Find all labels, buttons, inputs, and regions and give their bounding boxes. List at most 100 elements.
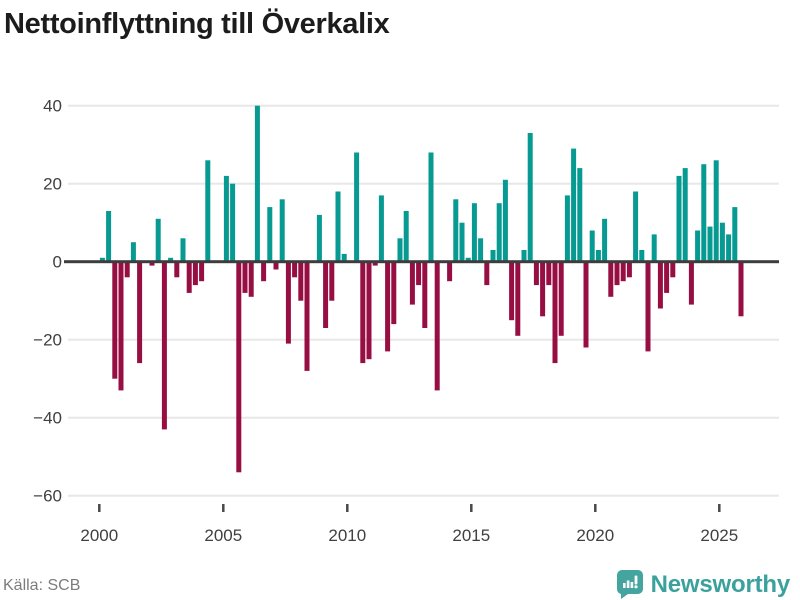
bar (726, 234, 732, 262)
bar (124, 261, 130, 278)
bar (651, 234, 657, 262)
y-axis-label: −60 (33, 487, 62, 506)
gridline (68, 494, 779, 497)
bar (112, 261, 118, 379)
source-note: Källa: SCB (3, 577, 81, 594)
y-axis-label: −40 (33, 409, 62, 428)
bar (192, 261, 198, 286)
bar (471, 203, 477, 262)
bar (385, 261, 391, 352)
bar (378, 195, 384, 262)
bar (391, 261, 397, 325)
bar (99, 257, 105, 262)
bar (577, 168, 583, 262)
y-axis-label: 40 (43, 97, 62, 116)
bar (161, 261, 167, 430)
bar (552, 261, 558, 364)
bar (558, 261, 564, 336)
bar (595, 250, 601, 262)
gridline (68, 104, 779, 107)
x-tick-mark (222, 504, 225, 512)
bar (527, 133, 533, 262)
bar (106, 211, 112, 262)
bar (341, 253, 347, 262)
bar (174, 261, 180, 278)
bar (285, 261, 291, 344)
bar (354, 152, 360, 262)
bar (695, 230, 701, 262)
bar (199, 261, 205, 282)
bar (248, 261, 254, 297)
x-tick-mark (346, 504, 349, 512)
bar (564, 195, 570, 262)
bar (242, 261, 248, 293)
bar (465, 257, 471, 262)
bar (230, 183, 236, 262)
x-axis-label: 2010 (328, 526, 366, 545)
bar (738, 261, 744, 317)
x-tick-mark (470, 504, 473, 512)
bar (490, 250, 496, 262)
bar (205, 160, 211, 262)
bar (502, 179, 508, 262)
newsworthy-wordmark: Newsworthy (650, 570, 791, 598)
bar (236, 261, 242, 473)
bar (298, 261, 304, 301)
bar (478, 238, 484, 262)
bar (707, 226, 713, 262)
bar (273, 261, 279, 270)
bar (657, 261, 663, 309)
bar (620, 261, 626, 282)
x-axis-label: 2015 (452, 526, 490, 545)
bar (676, 175, 682, 262)
bar (254, 105, 260, 262)
x-axis-label: 2020 (576, 526, 614, 545)
bar (335, 191, 341, 262)
bar (484, 261, 490, 286)
bar (614, 261, 620, 286)
bar (459, 222, 465, 262)
bar (509, 261, 515, 321)
bar (515, 261, 521, 336)
bar (645, 261, 651, 352)
zero-axis-line (64, 260, 779, 264)
y-axis-label: 20 (43, 175, 62, 194)
x-tick-mark (594, 504, 597, 512)
bar (180, 238, 186, 262)
bar (521, 250, 527, 262)
x-axis-label: 2000 (80, 526, 118, 545)
x-tick-mark (98, 504, 101, 512)
bar (428, 152, 434, 262)
bar (422, 261, 428, 328)
newsworthy-branding: Newsworthy (616, 570, 791, 599)
x-tick-mark (718, 504, 721, 512)
gridline (68, 182, 779, 185)
bar (540, 261, 546, 317)
gridline (68, 338, 779, 341)
bar (409, 261, 415, 305)
bar (149, 261, 155, 266)
bar (602, 218, 608, 262)
bar (323, 261, 329, 328)
bar (137, 261, 143, 364)
bar (279, 199, 285, 262)
bar (434, 261, 440, 391)
newsworthy-logo-icon (616, 570, 643, 599)
bar (329, 261, 335, 301)
gridline (68, 416, 779, 419)
bar (130, 242, 136, 262)
bar (589, 230, 595, 262)
x-axis-label: 2005 (204, 526, 242, 545)
bar (608, 261, 614, 297)
bar (713, 160, 719, 262)
bar (155, 218, 161, 262)
bar (639, 250, 645, 262)
bar (186, 261, 192, 293)
bar (292, 261, 298, 278)
bar (403, 211, 409, 262)
x-axis-label: 2025 (700, 526, 738, 545)
bar (366, 261, 372, 360)
bar (701, 164, 707, 262)
